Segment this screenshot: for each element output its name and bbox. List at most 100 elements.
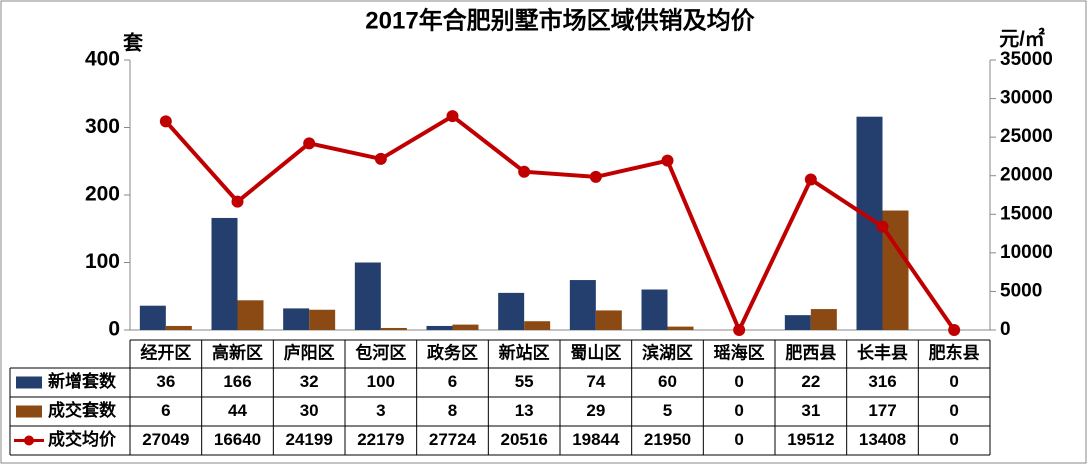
legend-label: 成交套数 <box>48 400 117 420</box>
table-value: 13 <box>515 401 534 420</box>
bar <box>595 310 622 330</box>
chart-title: 2017年合肥别墅市场区域供销及均价 <box>365 6 755 34</box>
y-tick-label: 200 <box>85 183 120 206</box>
marker <box>589 170 602 183</box>
table-value: 36 <box>156 372 175 391</box>
marker <box>876 220 889 233</box>
bar <box>641 289 668 330</box>
legend-swatch <box>16 405 42 418</box>
marker <box>948 324 961 336</box>
bar <box>354 262 381 330</box>
bar <box>139 305 166 330</box>
y-tick-label: 0 <box>108 318 120 341</box>
y2-tick-label: 20000 <box>1000 165 1053 186</box>
table-value: 6 <box>161 401 170 420</box>
table-value: 32 <box>300 372 319 391</box>
y2-tick-label: 25000 <box>1000 126 1053 147</box>
table-value: 22179 <box>357 430 404 449</box>
x-tick-label: 肥西县 <box>785 343 836 362</box>
marker <box>159 115 172 128</box>
x-tick-label: 政务区 <box>427 342 478 362</box>
x-tick-label: 长丰县 <box>857 342 908 362</box>
y-axis-label: 套 <box>123 30 143 54</box>
table-value: 55 <box>515 372 534 391</box>
y2-tick-label: 15000 <box>1000 203 1053 224</box>
table-value: 29 <box>586 401 605 420</box>
bar <box>667 326 694 330</box>
table-value: 0 <box>734 372 743 391</box>
legend-swatch <box>24 435 34 446</box>
table-value: 0 <box>949 372 958 391</box>
y-tick-label: 100 <box>85 250 120 273</box>
x-tick-label: 新站区 <box>499 342 550 362</box>
marker <box>303 137 316 150</box>
table-value: 27049 <box>142 430 189 449</box>
x-tick-label: 蜀山区 <box>570 343 621 362</box>
table-value: 0 <box>949 430 958 449</box>
table-value: 6 <box>448 372 457 391</box>
bar <box>283 308 310 330</box>
marker <box>518 165 531 178</box>
marker <box>733 324 746 336</box>
y2-tick-label: 0 <box>1000 319 1011 340</box>
table-value: 16640 <box>214 430 261 449</box>
x-tick-label: 庐阳区 <box>284 342 335 362</box>
table-value: 27724 <box>429 430 477 449</box>
table-value: 0 <box>949 401 958 420</box>
y2-axis-label: 元/㎡ <box>999 26 1045 50</box>
marker <box>374 152 387 165</box>
table-value: 24199 <box>286 430 333 449</box>
y-tick-label: 300 <box>85 115 120 138</box>
y2-tick-label: 10000 <box>1000 242 1053 263</box>
y2-tick-label: 5000 <box>1000 280 1042 301</box>
table-value: 19512 <box>787 430 834 449</box>
bar <box>569 280 596 330</box>
table-value: 20516 <box>501 430 548 449</box>
bar <box>524 321 551 330</box>
marker <box>446 110 459 123</box>
bar <box>498 292 525 330</box>
bar <box>380 327 407 330</box>
table-value: 5 <box>663 401 672 420</box>
table-value: 30 <box>300 401 319 420</box>
table-value: 22 <box>801 372 820 391</box>
marker <box>804 173 817 186</box>
table-value: 8 <box>448 401 457 420</box>
table-value: 0 <box>734 430 743 449</box>
table-value: 13408 <box>859 430 906 449</box>
marker <box>661 154 674 167</box>
table-value: 19844 <box>572 430 620 449</box>
legend-label: 成交均价 <box>48 429 117 449</box>
table-value: 100 <box>367 372 395 391</box>
bar <box>810 309 837 330</box>
table-value: 166 <box>223 372 251 391</box>
table-value: 31 <box>801 401 820 420</box>
table-value: 3 <box>376 401 385 420</box>
x-tick-label: 滨湖区 <box>642 342 693 362</box>
table-value: 60 <box>658 372 677 391</box>
legend-label: 新增套数 <box>48 371 117 391</box>
y2-tick-label: 30000 <box>1000 88 1053 109</box>
bar <box>452 324 479 330</box>
bar <box>237 300 264 330</box>
table-value: 74 <box>586 372 605 391</box>
table-value: 316 <box>868 372 896 391</box>
x-tick-label: 包河区 <box>355 342 406 362</box>
line <box>164 113 956 335</box>
table-value: 21950 <box>644 430 691 449</box>
bar <box>211 217 238 330</box>
marker <box>231 195 244 208</box>
bar <box>784 315 811 330</box>
bar <box>426 325 453 330</box>
table-value: 44 <box>228 401 247 420</box>
table-value: 0 <box>734 401 743 420</box>
x-tick-label: 肥东县 <box>929 342 980 362</box>
y2-tick-label: 35000 <box>1000 49 1053 70</box>
y-tick-label: 400 <box>85 48 120 71</box>
x-tick-label: 高新区 <box>212 342 263 362</box>
legend-swatch <box>16 376 42 389</box>
x-tick-label: 经开区 <box>140 342 191 362</box>
bar <box>309 309 336 330</box>
